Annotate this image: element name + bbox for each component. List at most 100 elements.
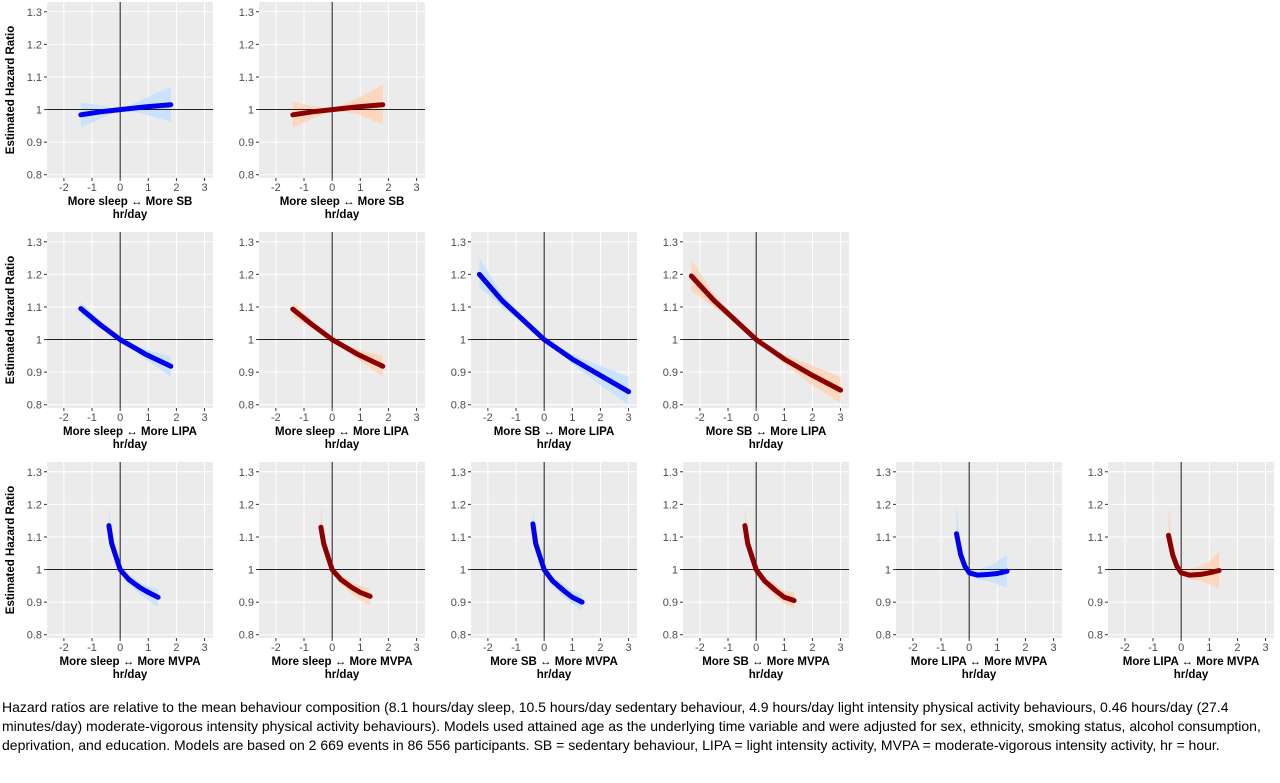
x-axis-title: More LIPA ↔ More MVPA (911, 656, 1048, 668)
y-tick-label: 1.2 (1088, 499, 1103, 511)
y-tick-label: 0.9 (27, 597, 42, 609)
x-tick-label: -2 (59, 412, 69, 424)
x-tick-label: -1 (299, 182, 309, 194)
x-tick-label: 1 (145, 412, 151, 424)
x-tick-label: -1 (936, 642, 946, 654)
hazard-ratio-line (78, 102, 174, 118)
x-axis-unit: hr/day (325, 209, 360, 221)
y-tick-label: 1.2 (239, 39, 254, 51)
x-tick-label: 0 (1178, 642, 1184, 654)
y-tick-label: 1 (36, 565, 42, 577)
x-axis-title: More SB ↔ More MVPA (490, 656, 618, 668)
y-tick-label: 0.9 (27, 367, 42, 379)
y-tick-label: 1.2 (239, 499, 254, 511)
x-tick-label: 2 (809, 412, 815, 424)
x-tick-label: 2 (385, 182, 391, 194)
y-axis-title: Estimated Hazard Ratio (5, 26, 17, 154)
y-tick-label: 1.3 (451, 467, 466, 479)
x-axis-title: More sleep ↔ More MVPA (59, 656, 200, 668)
x-tick-label: -2 (59, 182, 69, 194)
x-tick-label: 2 (597, 412, 603, 424)
x-axis-title: More sleep ↔ More SB (68, 196, 193, 208)
x-axis-unit: hr/day (537, 439, 572, 451)
y-tick-label: 1 (460, 335, 466, 347)
chart-panel: -2 -1 0 1 2 3 0.8 0.9 1 1.1 1.2 1.3 More SB ↔ More M… (451, 462, 637, 681)
hazard-ratio-line (530, 521, 585, 605)
x-axis-unit: hr/day (325, 439, 360, 451)
y-tick-label: 1.3 (1088, 467, 1103, 479)
x-tick-label: 1 (145, 642, 151, 654)
x-tick-label: 1 (145, 182, 151, 194)
x-tick-label: -2 (908, 642, 918, 654)
x-tick-label: -1 (87, 642, 97, 654)
panel-grid: -2 -1 0 1 2 3 0.8 0.9 1 1.1 1.2 1.3 More sleep ↔ Mor… (5, 2, 1274, 681)
panel-background (683, 462, 849, 638)
y-tick-label: 0.9 (451, 367, 466, 379)
x-axis-unit: hr/day (537, 669, 572, 681)
x-axis-title: More sleep ↔ More LIPA (275, 426, 409, 438)
y-tick-label: 0.8 (451, 400, 466, 412)
x-tick-label: 0 (329, 182, 335, 194)
panel-background (47, 232, 213, 408)
y-tick-label: 0.8 (663, 630, 678, 642)
x-tick-label: 0 (329, 412, 335, 424)
panel-background (1108, 462, 1274, 638)
x-tick-label: -2 (271, 412, 281, 424)
y-tick-label: 1.3 (663, 237, 678, 249)
confidence-band (956, 504, 1008, 588)
y-tick-label: 1.3 (876, 467, 891, 479)
y-tick-label: 1.1 (663, 532, 678, 544)
x-tick-label: -1 (723, 412, 733, 424)
x-axis-title: More SB ↔ More LIPA (706, 426, 827, 438)
x-tick-label: 2 (385, 412, 391, 424)
x-tick-label: 1 (1206, 642, 1212, 654)
x-axis-unit: hr/day (113, 209, 148, 221)
confidence-band (1168, 507, 1220, 590)
figure-caption: Hazard ratios are relative to the mean b… (2, 699, 1261, 753)
hazard-ratio-line (290, 306, 386, 369)
y-tick-label: 1.2 (663, 269, 678, 281)
x-axis-title: More LIPA ↔ More MVPA (1123, 656, 1260, 668)
y-tick-label: 1.1 (27, 302, 42, 314)
x-axis-unit: hr/day (325, 669, 360, 681)
y-tick-label: 1 (885, 565, 891, 577)
x-tick-label: 0 (966, 642, 972, 654)
x-tick-label: 2 (173, 642, 179, 654)
y-tick-label: 0.9 (239, 597, 254, 609)
y-tick-label: 1 (672, 335, 678, 347)
y-tick-label: 1.2 (239, 269, 254, 281)
y-tick-label: 1.2 (27, 269, 42, 281)
x-tick-label: 3 (201, 182, 207, 194)
hazard-ratio-line (318, 524, 373, 599)
x-axis-unit: hr/day (113, 439, 148, 451)
y-tick-label: 1.2 (451, 269, 466, 281)
x-tick-label: -1 (511, 412, 521, 424)
x-tick-label: 2 (1022, 642, 1028, 654)
x-tick-label: 3 (201, 642, 207, 654)
y-tick-label: 1.3 (239, 467, 254, 479)
y-axis-title: Estimated Hazard Ratio (5, 486, 17, 614)
hazard-ratio-line (954, 531, 1010, 578)
y-tick-label: 1 (1097, 565, 1103, 577)
y-tick-label: 1.1 (239, 72, 254, 84)
panel-background (47, 462, 213, 638)
x-axis-unit: hr/day (749, 439, 784, 451)
x-tick-label: -1 (511, 642, 521, 654)
y-tick-label: 0.9 (239, 367, 254, 379)
chart-panel: -2 -1 0 1 2 3 0.8 0.9 1 1.1 1.2 1.3 More sleep ↔ Mor… (239, 462, 425, 681)
y-tick-label: 0.9 (451, 597, 466, 609)
chart-panel: -2 -1 0 1 2 3 0.8 0.9 1 1.1 1.2 1.3 More SB ↔ More M… (663, 462, 849, 681)
x-tick-label: 3 (837, 642, 843, 654)
y-tick-label: 1.1 (27, 532, 42, 544)
panel-background (896, 462, 1062, 638)
hazard-ratio-line (476, 271, 632, 395)
x-tick-label: 1 (357, 412, 363, 424)
chart-panel: -2 -1 0 1 2 3 0.8 0.9 1 1.1 1.2 1.3 More sleep ↔ Mor… (239, 232, 425, 451)
hazard-ratio-line (290, 102, 386, 118)
y-tick-label: 1.2 (451, 499, 466, 511)
y-tick-label: 0.8 (27, 170, 42, 182)
x-tick-label: 2 (385, 642, 391, 654)
x-tick-label: 3 (837, 412, 843, 424)
x-axis-title: More SB ↔ More MVPA (702, 656, 830, 668)
x-tick-label: -1 (299, 412, 309, 424)
